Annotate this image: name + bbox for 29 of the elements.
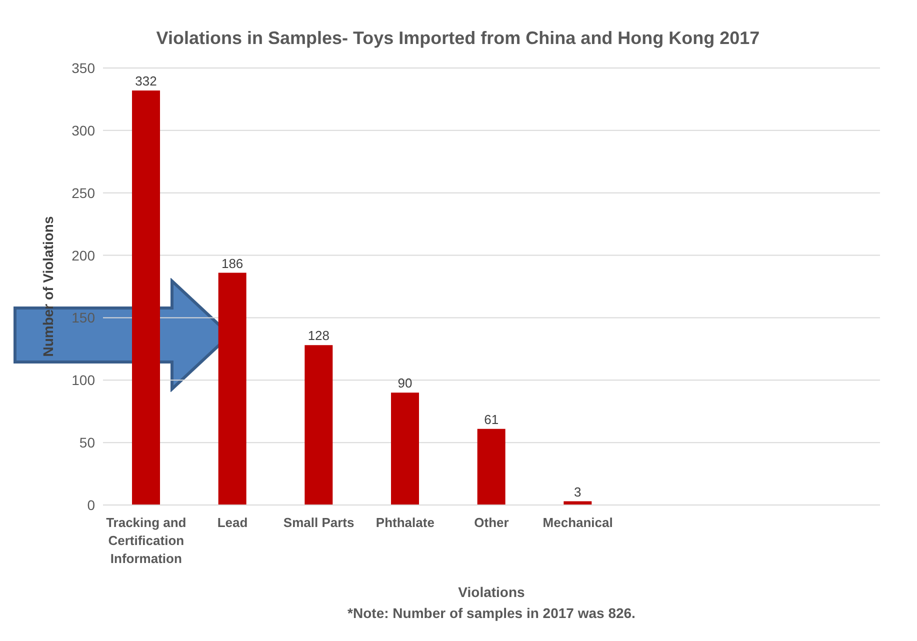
bar — [218, 272, 246, 505]
bar — [391, 392, 419, 505]
chart-title: Violations in Samples- Toys Imported from China and Hong Kong 2017 — [155, 28, 761, 49]
y-tick-label: 200 — [72, 247, 96, 264]
data-label: 128 — [308, 328, 330, 344]
y-tick-label: 250 — [72, 184, 96, 201]
x-tick-label: Tracking and Certification Information — [106, 515, 186, 566]
data-label: 61 — [484, 412, 499, 427]
y-tick-label: 300 — [72, 122, 96, 138]
y-tick-label: 350 — [72, 60, 96, 76]
y-tick-label: 100 — [72, 372, 96, 388]
bar — [304, 345, 333, 505]
x-tick-label: Other — [474, 515, 509, 530]
x-tick-label: Small Parts — [283, 515, 354, 530]
y-tick-label: 50 — [79, 434, 96, 451]
bar — [477, 428, 506, 505]
data-label: 3 — [574, 484, 582, 500]
y-axis-title: Number of Violations — [40, 216, 56, 357]
bar — [132, 90, 160, 505]
x-tick-label: Mechanical — [542, 515, 613, 530]
y-tick-label: 0 — [87, 496, 96, 513]
y-tick-label: 150 — [72, 310, 96, 326]
text: *Note: Number of samples in 2017 was 826. — [346, 605, 636, 621]
data-label: 332 — [135, 73, 157, 88]
x-tick-label: Phthalate — [376, 515, 434, 530]
data-label: 90 — [398, 376, 412, 391]
data-label: 186 — [221, 256, 244, 271]
x-tick-label: Lead — [217, 515, 248, 530]
x-axis-title: Violations — [457, 584, 526, 600]
